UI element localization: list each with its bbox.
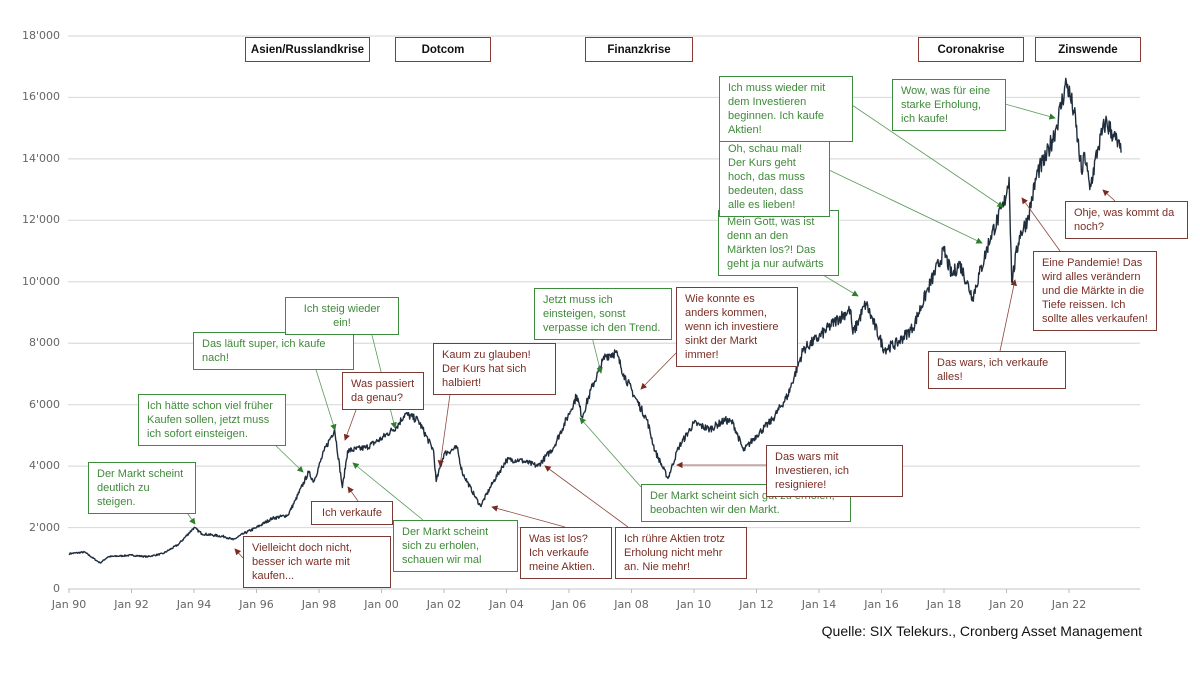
annotation-red-6: Ich rühre Aktien trotz Erholung nicht me…: [615, 527, 747, 579]
y-tick-label: 8'000: [28, 336, 60, 350]
y-tick-label: 10'000: [21, 274, 60, 288]
arrow-green-6: [352, 462, 424, 521]
annotation-red-8: Das wars mit Investieren, ich resigniere…: [766, 445, 903, 497]
x-tick-label: Jan 98: [301, 598, 337, 611]
y-tick-label: 12'000: [21, 213, 60, 227]
arrow-red-3: [343, 409, 357, 441]
crisis-label-dotcom: Dotcom: [395, 37, 491, 62]
annotation-red-2: Ich verkaufe: [311, 501, 393, 525]
annotation-green-1: Der Markt scheint deutlich zu steigen.: [88, 462, 196, 514]
arrow-red-10: [1021, 197, 1061, 252]
annotation-red-1: Vielleicht doch nicht, besser ich warte …: [243, 536, 391, 588]
arrow-red-9: [999, 279, 1017, 352]
arrow-green-7: [579, 417, 642, 488]
x-tick-label: Jan 10: [676, 598, 712, 611]
x-tick-label: Jan 06: [551, 598, 587, 611]
y-tick-label: 4'000: [28, 459, 60, 473]
y-tick-label: 2'000: [28, 520, 60, 534]
annotation-red-3: Was passiert da genau?: [342, 372, 424, 410]
arrow-red-6: [544, 465, 629, 528]
x-tick-label: Jan 92: [114, 598, 149, 611]
annotation-red-5: Was ist los? Ich verkaufe meine Aktien.: [520, 527, 612, 579]
annotation-green-8: Mein Gott, was ist denn an den Märkten l…: [718, 210, 839, 276]
arrow-green-9: [828, 169, 983, 244]
source-note: Quelle: SIX Telekurs., Cronberg Asset Ma…: [821, 623, 1142, 639]
x-tick-label: Jan 16: [864, 598, 899, 611]
arrow-red-1: [234, 548, 244, 559]
x-tick-label: Jan 08: [614, 598, 649, 611]
x-tick-label: Jan 22: [1051, 598, 1087, 611]
arrow-red-5: [491, 505, 566, 528]
annotation-red-4: Kaum zu glauben! Der Kurs hat sich halbi…: [433, 343, 556, 395]
x-tick-label: Jan 12: [739, 598, 774, 611]
x-tick-label: Jan 02: [426, 598, 462, 611]
annotation-green-9: Oh, schau mal! Der Kurs geht hoch, das m…: [719, 137, 830, 217]
y-tick-label: 6'000: [28, 397, 60, 411]
x-axis: [68, 589, 1070, 593]
x-tick-label: Jan 96: [239, 598, 274, 611]
arrow-green-10: [851, 104, 1004, 208]
x-tick-label: Jan 04: [489, 598, 524, 611]
arrow-green-8: [817, 271, 859, 297]
x-tick-label: Jan 94: [176, 598, 212, 611]
annotation-green-3: Das läuft super, ich kaufe nach!: [193, 332, 354, 370]
arrow-red-11: [1102, 189, 1116, 202]
x-tick-label: Jan 18: [926, 598, 962, 611]
y-tick-label: 14'000: [21, 151, 60, 165]
arrow-green-5: [591, 336, 603, 374]
annotation-green-10: Ich muss wieder mit dem Investieren begi…: [719, 76, 853, 142]
x-tick-label: Jan 00: [364, 598, 399, 611]
arrow-red-7: [640, 352, 677, 390]
crisis-label-asia: Asien/Russlandkrise: [245, 37, 370, 62]
crisis-label-rates: Zinswende: [1035, 37, 1141, 62]
y-tick-label: 18'000: [21, 29, 60, 42]
x-tick-label: Jan 14: [801, 598, 837, 611]
y-tick-label: 16'000: [21, 90, 60, 104]
arrow-red-2: [347, 486, 359, 502]
x-tick-label: Jan 90: [51, 598, 87, 611]
annotation-red-10: Eine Pandemie! Das wird alles verändern …: [1033, 251, 1157, 331]
annotation-green-4: Ich steig wieder ein!: [285, 297, 399, 335]
price-line: [68, 77, 1122, 564]
annotation-green-11: Wow, was für eine starke Erholung, ich k…: [892, 79, 1006, 131]
crisis-label-finance: Finanzkrise: [585, 37, 693, 62]
arrow-green-11: [1004, 103, 1056, 120]
crisis-label-corona: Coronakrise: [918, 37, 1024, 62]
annotation-green-5: Jetzt muss ich einsteigen, sonst verpass…: [534, 288, 672, 340]
annotation-green-6: Der Markt scheint sich zu erholen, schau…: [393, 520, 518, 572]
y-tick-label: 0: [53, 582, 60, 595]
annotation-green-2: Ich hätte schon viel früher Kaufen solle…: [138, 394, 286, 446]
annotation-red-9: Das wars, ich verkaufe alles!: [928, 351, 1066, 389]
annotation-red-7: Wie konnte es anders kommen, wenn ich in…: [676, 287, 798, 367]
annotation-red-11: Ohje, was kommt da noch?: [1065, 201, 1188, 239]
x-tick-label: Jan 20: [989, 598, 1024, 611]
